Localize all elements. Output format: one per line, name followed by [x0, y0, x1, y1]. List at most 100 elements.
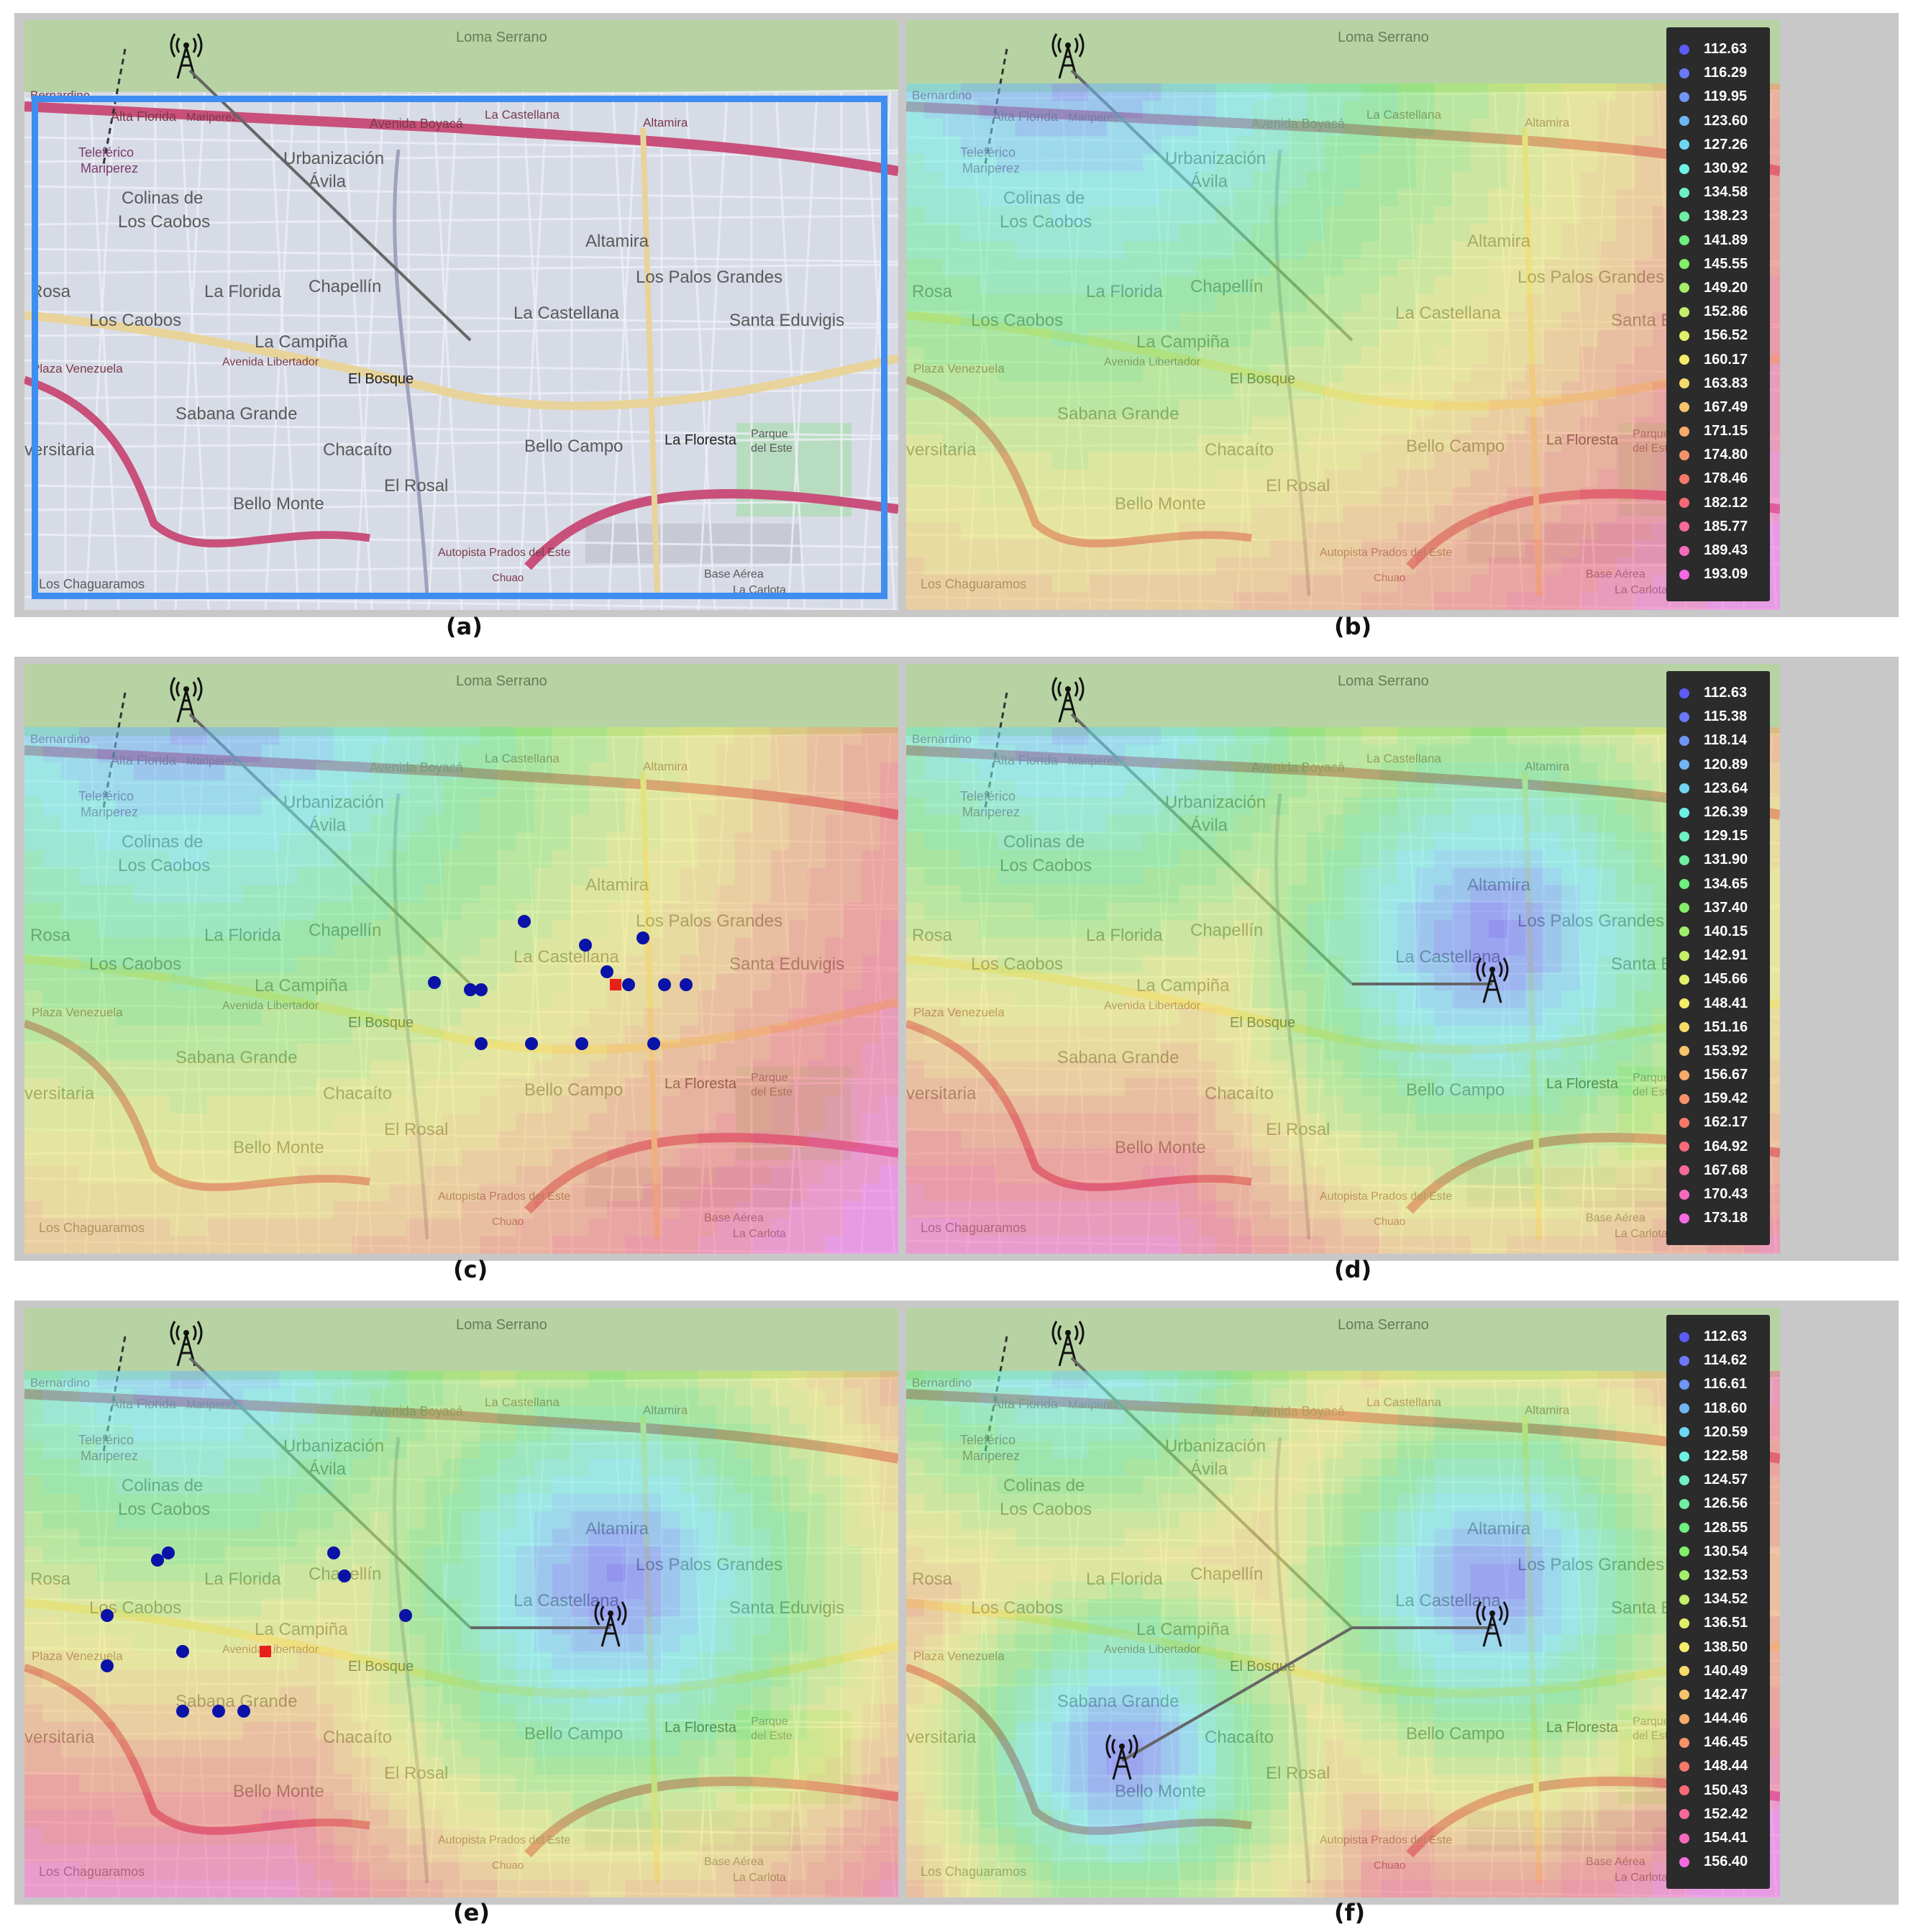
- panel-a: Loma Serrano Bernardino Alta Florida Maripe…: [24, 20, 898, 610]
- legend-swatch: [1679, 688, 1689, 698]
- legend-entry: 134.65: [1666, 872, 1770, 896]
- legend-entry: 148.44: [1666, 1754, 1770, 1778]
- legend-swatch: [1679, 1046, 1689, 1057]
- legend-value: 182.12: [1704, 494, 1748, 511]
- legend-entry: 150.43: [1666, 1779, 1770, 1803]
- legend-swatch: [1679, 44, 1689, 55]
- map-label-urbanizacion: Urbanización: [283, 149, 384, 168]
- legend-entry: 164.92: [1666, 1135, 1770, 1159]
- map-label-bello_monte: Bello Monte: [233, 494, 324, 514]
- legend-entry: 132.53: [1666, 1564, 1770, 1587]
- antenna-icon: [1105, 1734, 1138, 1780]
- legend-swatch: [1679, 903, 1689, 913]
- legend-value: 140.15: [1704, 923, 1748, 939]
- caption-d: (d): [1334, 1256, 1372, 1283]
- legend-value: 120.89: [1704, 756, 1748, 773]
- legend-value: 146.45: [1704, 1734, 1748, 1751]
- legend-value: 134.65: [1704, 875, 1748, 892]
- legend-entry: 178.46: [1666, 467, 1770, 491]
- legend-swatch: [1679, 711, 1689, 722]
- legend-entry: 160.17: [1666, 347, 1770, 371]
- legend-value: 149.20: [1704, 279, 1748, 296]
- legend-entry: 171.15: [1666, 419, 1770, 443]
- antenna-icon: [170, 1321, 203, 1367]
- legend-entry: 137.40: [1666, 896, 1770, 920]
- map-label-chapellin: Chapellín: [309, 277, 381, 296]
- measurement-point: [338, 1569, 351, 1582]
- legend-value: 127.26: [1704, 136, 1748, 152]
- map-label-altamira: Altamira: [585, 232, 649, 251]
- legend-swatch: [1679, 1690, 1689, 1700]
- legend-entry: 130.54: [1666, 1540, 1770, 1564]
- legend-entry: 118.14: [1666, 729, 1770, 752]
- legend-swatch: [1679, 1856, 1689, 1867]
- legend-swatch: [1679, 1833, 1689, 1844]
- measurement-point: [464, 983, 477, 996]
- legend-value: 150.43: [1704, 1782, 1748, 1798]
- legend-entry: 138.23: [1666, 204, 1770, 228]
- measurement-point: [162, 1546, 175, 1559]
- legend-entry: 185.77: [1666, 515, 1770, 539]
- legend-value: 126.39: [1704, 804, 1748, 821]
- measurement-point: [399, 1609, 412, 1622]
- legend-value: 112.63: [1704, 41, 1748, 58]
- legend-entry: 123.60: [1666, 109, 1770, 133]
- legend-value: 118.60: [1704, 1400, 1748, 1416]
- map-label-mariperez2: Mariperez: [81, 161, 138, 176]
- legend-value: 164.92: [1704, 1138, 1748, 1154]
- legend-value: 138.23: [1704, 208, 1748, 224]
- legend-value: 156.67: [1704, 1067, 1748, 1083]
- legend-entry: 153.92: [1666, 1039, 1770, 1063]
- legend-entry: 134.52: [1666, 1587, 1770, 1611]
- map-label-loma_serrano: Loma Serrano: [1338, 1317, 1429, 1333]
- legend-value: 130.92: [1704, 160, 1748, 177]
- legend-value: 112.63: [1704, 685, 1748, 701]
- legend-value: 115.38: [1704, 708, 1748, 725]
- legend-swatch: [1679, 283, 1689, 293]
- legend-swatch: [1679, 1737, 1689, 1748]
- measurement-point: [518, 915, 531, 928]
- overlay-f: [1105, 1601, 1509, 1780]
- overlay-d: [1352, 957, 1509, 1003]
- map-label-la_castellana: La Castellana: [513, 304, 619, 323]
- legend-value: 154.41: [1704, 1830, 1748, 1846]
- legend-b: 112.63 116.29 119.95 123.60 127.26 130.92 134.…: [1666, 27, 1770, 601]
- legend-swatch: [1679, 1570, 1689, 1581]
- map-label-avenida_boyaca: Avenida Boyacá: [370, 117, 464, 131]
- legend-entry: 156.40: [1666, 1850, 1770, 1874]
- map-label-la_floresta: La Floresta: [665, 432, 737, 448]
- legend-entry: 141.89: [1666, 229, 1770, 252]
- map-label-altamira_road: Altamira: [643, 116, 688, 129]
- legend-swatch: [1679, 1379, 1689, 1390]
- measurement-point: [212, 1705, 225, 1718]
- legend-value: 145.55: [1704, 255, 1748, 272]
- legend-value: 153.92: [1704, 1042, 1748, 1059]
- legend-swatch: [1679, 1809, 1689, 1820]
- measurement-point: [622, 978, 635, 991]
- measurement-point: [658, 978, 671, 991]
- legend-swatch: [1679, 926, 1689, 937]
- measurement-point: [647, 1037, 660, 1050]
- antenna-icon: [594, 1601, 627, 1647]
- antenna-icon: [1051, 1321, 1085, 1367]
- legend-entry: 156.67: [1666, 1063, 1770, 1087]
- legend-entry: 162.17: [1666, 1111, 1770, 1134]
- legend-swatch: [1679, 1070, 1689, 1080]
- legend-value: 112.63: [1704, 1329, 1748, 1345]
- legend-value: 162.17: [1704, 1114, 1748, 1131]
- map-label-la_florida: La Florida: [204, 282, 281, 301]
- legend-value: 116.29: [1704, 65, 1748, 81]
- legend-entry: 131.90: [1666, 848, 1770, 872]
- legend-value: 137.40: [1704, 899, 1748, 916]
- map-label-la_castellana_road: La Castellana: [485, 108, 560, 122]
- legend-value: 124.57: [1704, 1472, 1748, 1488]
- antenna-icon: [170, 677, 203, 723]
- legend-swatch: [1679, 855, 1689, 865]
- measurement-point: [327, 1546, 340, 1559]
- legend-swatch: [1679, 450, 1689, 460]
- map-label-base_aerea: Base Aérea: [704, 568, 764, 580]
- legend-value: 148.44: [1704, 1758, 1748, 1774]
- legend-swatch: [1679, 355, 1689, 365]
- legend-value: 130.54: [1704, 1543, 1748, 1559]
